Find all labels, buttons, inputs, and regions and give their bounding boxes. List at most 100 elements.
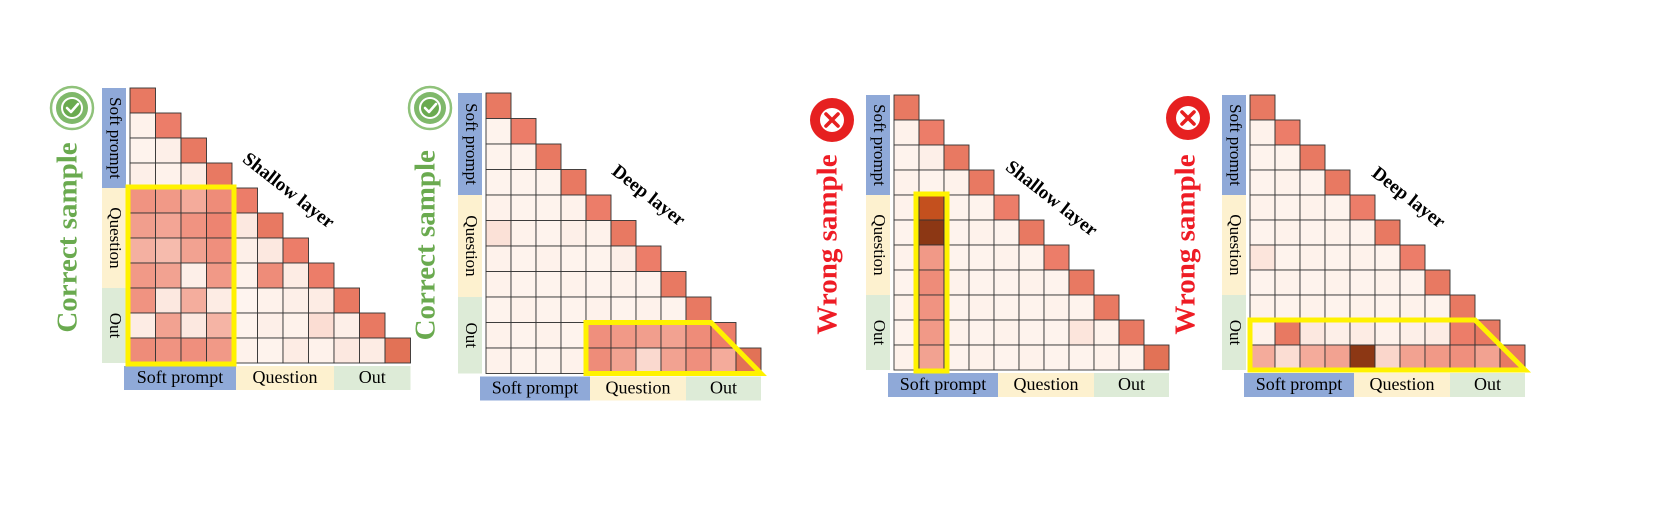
heatmap-cell xyxy=(535,347,562,374)
heatmap-cell xyxy=(510,194,537,221)
heatmap-cell xyxy=(180,312,207,339)
heatmap-cell xyxy=(1349,244,1376,271)
heatmap-cell xyxy=(308,337,335,364)
heatmap-cell xyxy=(968,244,995,271)
row-group-question: Question xyxy=(458,195,482,297)
col-group-label: Out xyxy=(1474,374,1501,394)
heatmap-cell xyxy=(1249,294,1276,321)
heatmap-cell xyxy=(206,237,233,264)
heatmap-cell xyxy=(918,144,945,171)
heatmap-cell xyxy=(1324,244,1351,271)
heatmap-cell xyxy=(1374,269,1401,296)
heatmap-cell xyxy=(660,271,687,298)
sample-label: Wrong sample xyxy=(1170,154,1202,334)
highlight-box xyxy=(1247,317,1532,373)
heatmap-cell xyxy=(1349,319,1376,346)
heatmap-cell xyxy=(180,287,207,314)
heatmap-cell xyxy=(257,312,284,339)
heatmap-cell xyxy=(1143,344,1170,371)
heatmap-cell xyxy=(918,119,945,146)
heatmap-cell xyxy=(560,194,587,221)
heatmap-cell xyxy=(129,237,156,264)
panel-wrong-deep: Soft prompt Question Out Soft prompt Questio… xyxy=(1166,94,1532,397)
heatmap-cell xyxy=(1043,244,1070,271)
heatmap-cell xyxy=(206,312,233,339)
row-group-soft-prompt: Soft prompt xyxy=(866,95,890,195)
heatmap-cell xyxy=(560,169,587,196)
heatmap-cell xyxy=(510,271,537,298)
heatmap-cell xyxy=(485,194,512,221)
col-group-label: Soft prompt xyxy=(1256,374,1343,394)
row-group-label: Out xyxy=(870,320,889,346)
heatmap-cell xyxy=(918,219,945,246)
heatmap-cell xyxy=(180,237,207,264)
row-group-bg xyxy=(102,188,126,288)
heatmap-cell xyxy=(635,322,662,349)
heatmap-cell xyxy=(918,319,945,346)
heatmap-cell xyxy=(993,319,1020,346)
heatmap-cell xyxy=(710,347,737,374)
heatmap-cell xyxy=(943,169,970,196)
heatmap-cell xyxy=(968,344,995,371)
heatmap-cell xyxy=(535,271,562,298)
heatmap-cell xyxy=(1043,269,1070,296)
heatmap-cell xyxy=(993,219,1020,246)
col-group-label: Out xyxy=(359,367,386,387)
heatmap-cell xyxy=(1349,269,1376,296)
heatmap-cell xyxy=(359,312,386,339)
heatmap-cell xyxy=(1324,294,1351,321)
heatmap-cell xyxy=(1093,319,1120,346)
heatmap-cell xyxy=(180,262,207,289)
heatmap-cell xyxy=(129,162,156,189)
heatmap-cell xyxy=(1018,344,1045,371)
heatmap-cell xyxy=(1068,294,1095,321)
heatmap-cell xyxy=(1274,344,1301,371)
heatmap-cell xyxy=(1043,344,1070,371)
heatmap-cell xyxy=(918,294,945,321)
heatmap-cell xyxy=(1018,269,1045,296)
heatmap-cell xyxy=(1093,294,1120,321)
col-group-bg xyxy=(236,366,334,390)
col-group-bg xyxy=(334,366,411,390)
heatmap-cell xyxy=(333,337,360,364)
row-group-label: Question xyxy=(870,214,889,276)
heatmap-cells xyxy=(485,92,762,374)
heatmap-cell xyxy=(282,337,309,364)
heatmap-cell xyxy=(1249,344,1276,371)
heatmap-cell xyxy=(510,296,537,323)
heatmap-cell xyxy=(1018,294,1045,321)
highlight-box xyxy=(125,184,237,367)
heatmap-cell xyxy=(660,347,687,374)
heatmap-cell xyxy=(129,312,156,339)
check-icon xyxy=(49,85,95,131)
row-group-out: Out xyxy=(866,295,890,370)
heatmap-cell xyxy=(206,162,233,189)
col-group-out: Out xyxy=(686,376,761,401)
col-group-soft-prompt: Soft prompt xyxy=(1244,373,1354,397)
heatmap-cell xyxy=(535,169,562,196)
heatmap-cell xyxy=(1324,169,1351,196)
col-group-label: Out xyxy=(710,378,737,398)
heatmap-cell xyxy=(257,262,284,289)
heatmap-cell xyxy=(993,244,1020,271)
heatmap-cell xyxy=(485,92,512,119)
heatmap-cell xyxy=(485,245,512,272)
heatmap-cells xyxy=(129,87,411,364)
heatmap-cell xyxy=(1249,94,1276,121)
heatmap-cell xyxy=(1449,344,1476,371)
heatmap-cell xyxy=(585,296,612,323)
heatmap-cell xyxy=(585,347,612,374)
heatmap-cells xyxy=(1249,94,1526,371)
col-group-label: Question xyxy=(1370,374,1435,394)
heatmap-cell xyxy=(155,312,182,339)
heatmap-cell xyxy=(660,322,687,349)
row-group-label: Soft prompt xyxy=(462,103,481,185)
heatmap-cell xyxy=(610,220,637,247)
heatmap-cell xyxy=(1299,169,1326,196)
row-group-bg xyxy=(102,288,126,363)
heatmap-cell xyxy=(968,319,995,346)
heatmap-cell xyxy=(510,118,537,145)
heatmap-cell xyxy=(1349,194,1376,221)
heatmap-cell xyxy=(1274,269,1301,296)
